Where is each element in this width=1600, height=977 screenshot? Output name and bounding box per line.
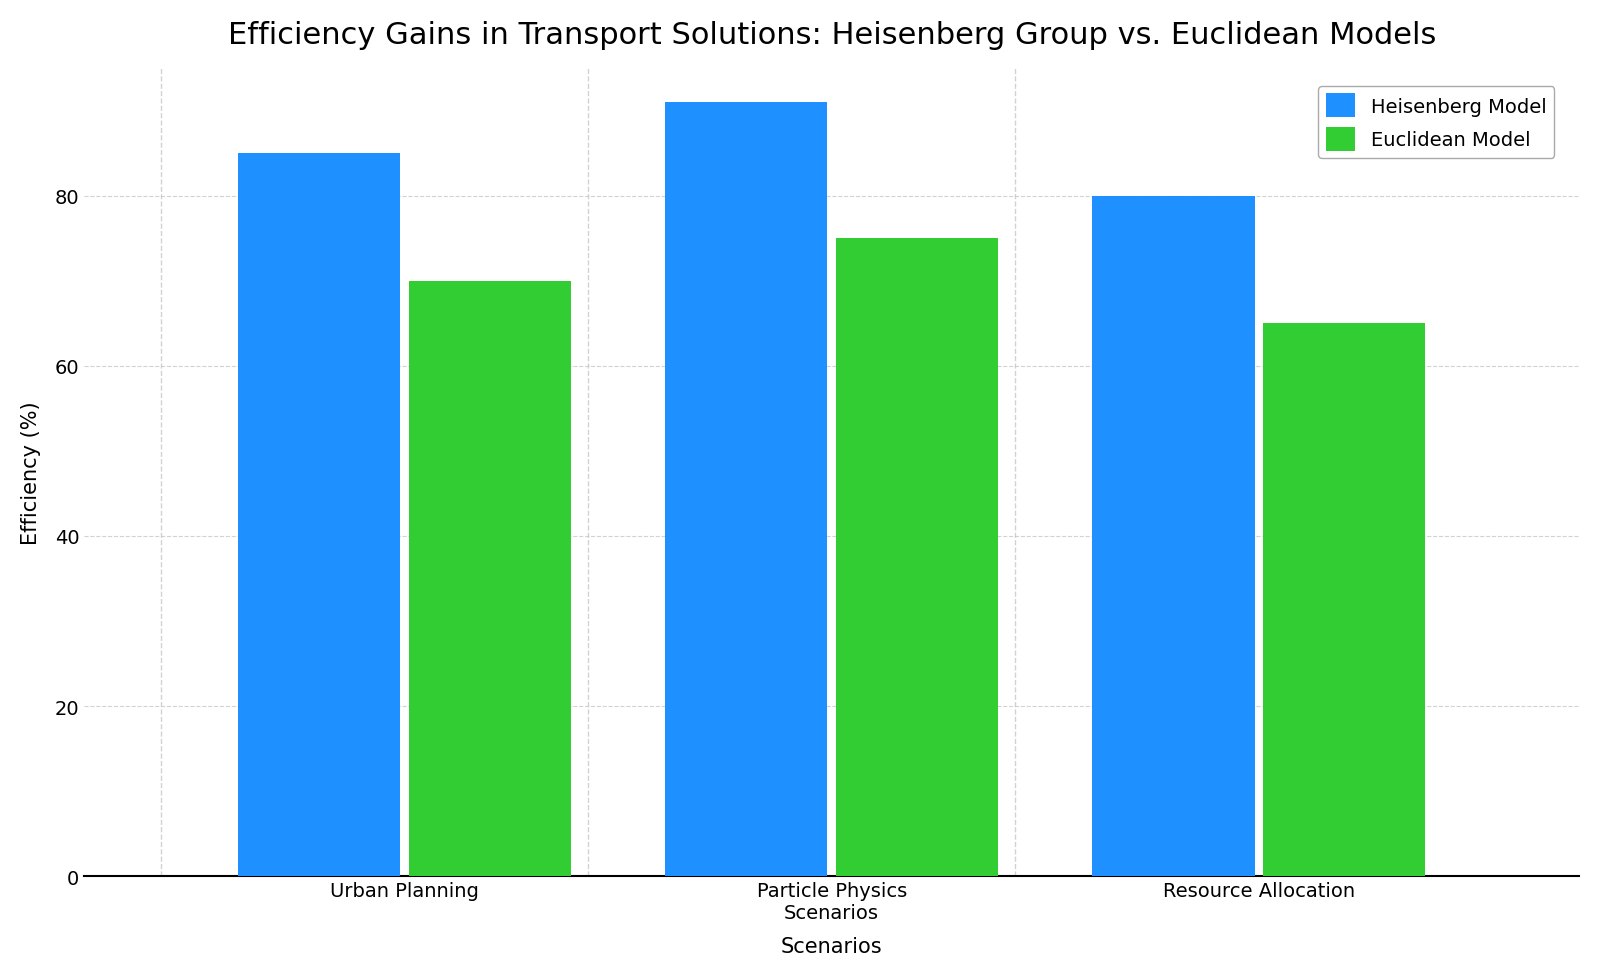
Bar — [410, 281, 571, 876]
Legend: Heisenberg Model, Euclidean Model: Heisenberg Model, Euclidean Model — [1318, 87, 1555, 159]
X-axis label: Scenarios: Scenarios — [781, 936, 883, 956]
Bar — [1093, 196, 1254, 876]
Bar — [835, 238, 998, 876]
Title: Efficiency Gains in Transport Solutions: Heisenberg Group vs. Euclidean Models: Efficiency Gains in Transport Solutions:… — [227, 21, 1435, 50]
Bar — [1262, 323, 1426, 876]
Bar — [238, 153, 400, 876]
Y-axis label: Efficiency (%): Efficiency (%) — [21, 401, 42, 544]
Bar — [666, 103, 827, 876]
